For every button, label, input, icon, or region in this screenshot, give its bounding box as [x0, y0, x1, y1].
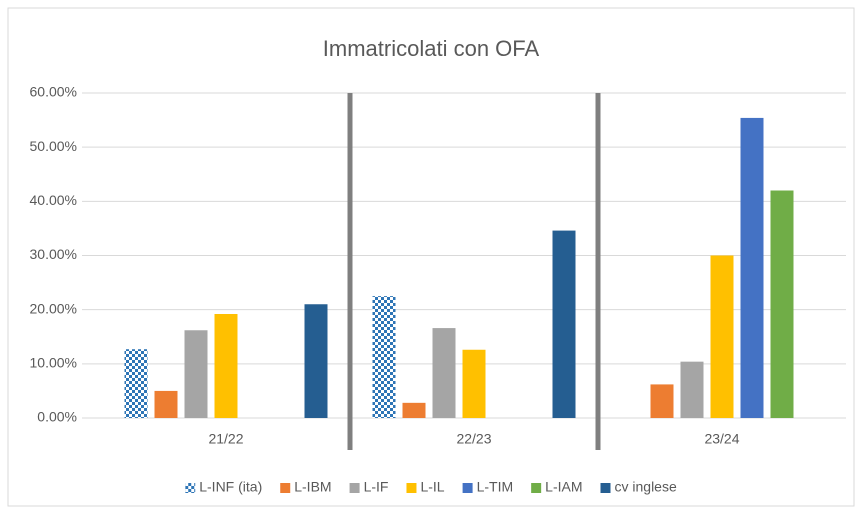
legend-label: L-IBM — [294, 479, 331, 495]
legend-label: L-IAM — [545, 479, 582, 495]
bar — [154, 390, 178, 418]
bar — [184, 330, 208, 418]
legend-marker — [600, 483, 611, 493]
legend: L-INF (ita) L-IBM L-IF L-IL L-TIM L-IAM cv ing… — [185, 479, 677, 495]
bar — [372, 296, 396, 418]
bar — [304, 304, 328, 418]
y-tick-label: 60.00% — [30, 84, 77, 100]
bar — [214, 314, 238, 418]
chart-title: Immatricolati con OFA — [323, 36, 540, 61]
x-tick-label: 22/23 — [456, 431, 491, 447]
legend-label: L-INF (ita) — [199, 479, 262, 495]
bar — [552, 230, 576, 418]
legend-marker — [280, 483, 291, 493]
bar — [432, 328, 456, 418]
x-tick-label: 23/24 — [704, 431, 739, 447]
legend-marker — [185, 483, 196, 493]
y-tick-label: 20.00% — [30, 300, 77, 316]
legend-label: cv inglese — [615, 479, 677, 495]
legend-label: L-IL — [420, 479, 444, 495]
legend-label: L-TIM — [477, 479, 514, 495]
bar — [680, 361, 704, 418]
legend-marker — [349, 483, 360, 493]
y-tick-label: 30.00% — [30, 246, 77, 262]
x-tick-label: 21/22 — [208, 431, 243, 447]
y-tick-label: 50.00% — [30, 138, 77, 154]
bar — [650, 384, 674, 418]
bar — [710, 255, 734, 418]
bar — [462, 349, 486, 418]
bar — [770, 190, 794, 418]
bar — [124, 349, 148, 418]
y-tick-label: 10.00% — [30, 355, 77, 371]
legend-marker — [406, 483, 417, 493]
y-tick-label: 40.00% — [30, 192, 77, 208]
y-tick-label: 0.00% — [37, 409, 77, 425]
bar — [740, 117, 764, 419]
legend-marker — [531, 483, 542, 493]
legend-label: L-IF — [364, 479, 389, 495]
bar — [402, 402, 426, 418]
legend-marker — [462, 483, 473, 493]
